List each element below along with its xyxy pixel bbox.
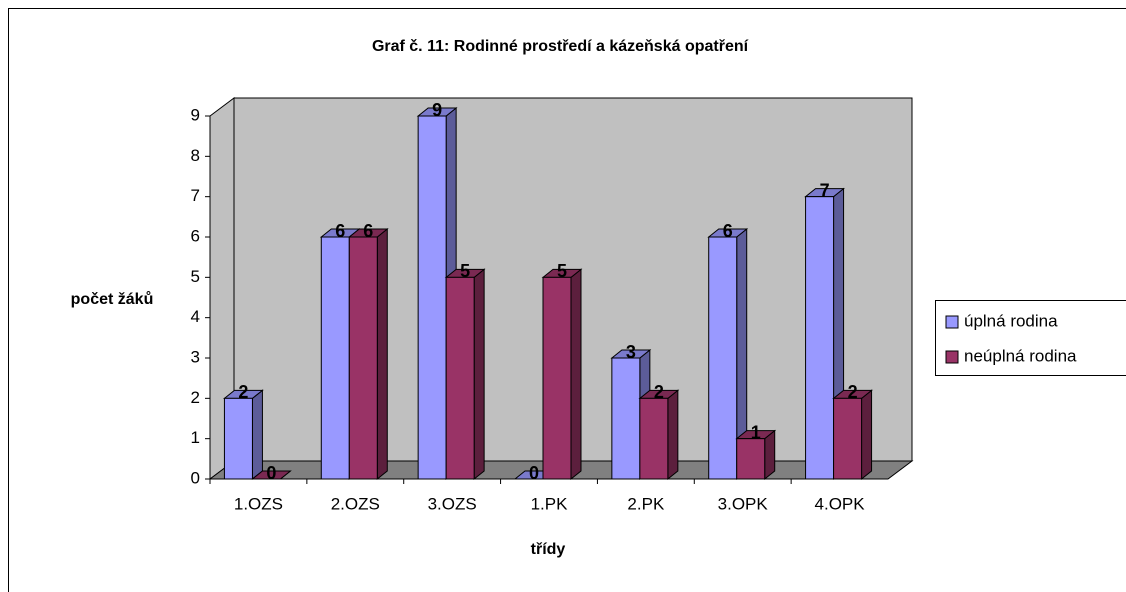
x-tick-label: 4.OPK xyxy=(815,494,866,513)
x-axis-label: třídy xyxy=(531,541,566,558)
bar xyxy=(736,438,766,480)
data-label: 2 xyxy=(848,382,858,402)
bar xyxy=(708,236,738,480)
bar xyxy=(639,397,669,480)
bar-top xyxy=(251,470,292,480)
y-tick-label: 1 xyxy=(191,428,200,447)
data-label: 2 xyxy=(654,382,664,402)
y-tick-label: 7 xyxy=(191,186,200,205)
x-tick-label: 2.OZS xyxy=(331,494,380,513)
bar xyxy=(445,276,475,480)
y-tick-label: 6 xyxy=(191,226,200,245)
y-tick-label: 5 xyxy=(191,267,200,286)
data-label: 6 xyxy=(363,221,373,241)
bar-3d xyxy=(707,227,749,481)
data-label: 1 xyxy=(751,422,761,442)
legend xyxy=(935,300,1126,376)
bar-3d xyxy=(638,389,680,481)
data-label: 5 xyxy=(460,261,470,281)
data-label: 0 xyxy=(266,463,276,483)
bar-3d xyxy=(347,227,389,481)
y-tick-label: 3 xyxy=(191,347,200,366)
data-label: 2 xyxy=(238,382,248,402)
x-tick-label: 2.PK xyxy=(627,494,665,513)
bar-3d xyxy=(444,268,486,481)
bar xyxy=(417,115,447,480)
data-label: 0 xyxy=(529,463,539,483)
y-tick-label: 8 xyxy=(191,146,200,165)
bar-side xyxy=(861,389,873,481)
bar-side xyxy=(376,227,388,481)
x-tick-label: 3.OZS xyxy=(428,494,477,513)
x-tick-label: 1.PK xyxy=(531,494,569,513)
legend-label: úplná rodina xyxy=(964,311,1058,330)
bar-3d xyxy=(541,268,583,481)
bar-side xyxy=(251,389,263,481)
data-label: 6 xyxy=(723,221,733,241)
y-tick-label: 2 xyxy=(191,388,200,407)
bar-side xyxy=(667,389,679,481)
x-tick-label: 3.OPK xyxy=(718,494,769,513)
bar-3d xyxy=(223,389,264,481)
bar xyxy=(542,276,572,480)
legend-label: neúplná rodina xyxy=(964,346,1077,365)
bar-3d xyxy=(735,429,777,481)
bar xyxy=(223,397,253,480)
legend-swatch xyxy=(945,350,959,364)
bar xyxy=(348,236,378,480)
bar-3d xyxy=(832,389,873,481)
bar xyxy=(805,196,835,480)
chart-title: Graf č. 11: Rodinné prostředí a kázeňská… xyxy=(372,38,749,55)
bar-side xyxy=(570,268,582,481)
y-tick-label: 9 xyxy=(191,105,200,124)
bar-3d xyxy=(251,470,292,480)
data-label: 9 xyxy=(432,100,442,120)
bar-side xyxy=(473,268,485,481)
bar xyxy=(611,357,641,480)
x-tick-label: 1.OZS xyxy=(234,494,283,513)
bar-3d xyxy=(804,187,845,481)
y-tick-label: 0 xyxy=(191,468,200,487)
data-label: 5 xyxy=(557,261,567,281)
y-tick-label: 4 xyxy=(191,307,200,326)
data-label: 7 xyxy=(820,180,830,200)
data-label: 3 xyxy=(626,342,636,362)
bar xyxy=(320,236,350,480)
data-label: 6 xyxy=(335,221,345,241)
bar xyxy=(833,397,863,480)
legend-swatch xyxy=(945,315,959,329)
y-axis-label: počet žáků xyxy=(71,291,154,308)
